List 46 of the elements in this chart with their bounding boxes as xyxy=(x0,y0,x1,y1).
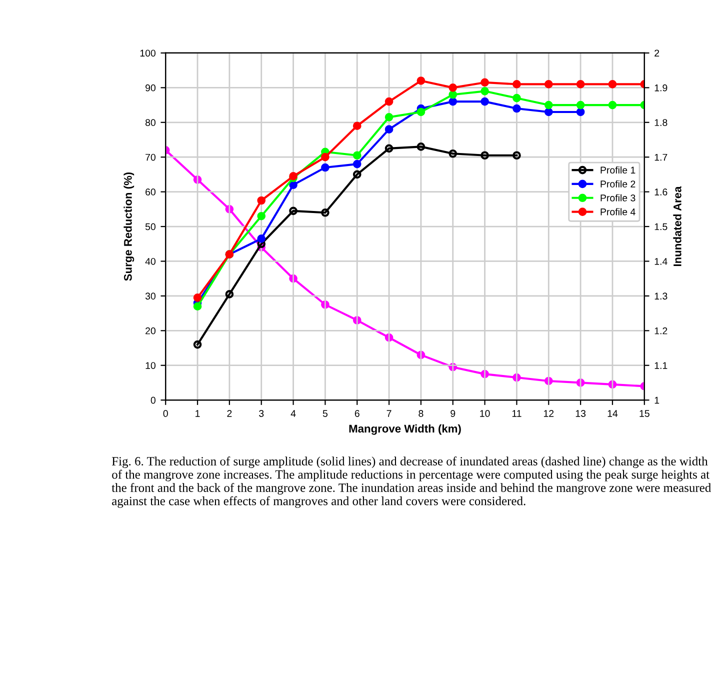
x-tick-label: 10 xyxy=(480,410,490,417)
y-tick-label: 90 xyxy=(146,84,156,92)
y-tick-label: 0 xyxy=(150,396,156,404)
x-tick-label: 15 xyxy=(640,410,650,417)
x-axis-title: Mangrove Width (km) xyxy=(349,424,461,435)
y2-axis-title: Inundated Area xyxy=(673,186,682,266)
y2-tick-label: 1 xyxy=(654,396,660,404)
y2-tick-label: 2 xyxy=(654,50,660,56)
y2-tick-label: 1.6 xyxy=(654,188,668,196)
x-tick-label: 2 xyxy=(227,410,232,417)
y2-tick-label: 1.8 xyxy=(654,119,668,126)
legend-label: Profile 1 xyxy=(600,166,636,174)
y-axis-title: Surge Reduction (%) xyxy=(124,172,134,281)
y-tick-label: 20 xyxy=(146,327,156,334)
y2-tick-label: 1.3 xyxy=(654,292,668,300)
y2-tick-label: 1.9 xyxy=(654,84,668,92)
y-tick-label: 70 xyxy=(146,154,156,161)
x-tick-label: 3 xyxy=(259,410,264,417)
x-tick-label: 1 xyxy=(196,410,200,417)
x-tick-label: 11 xyxy=(512,410,522,417)
x-tick-label: 7 xyxy=(386,410,392,417)
x-tick-label: 9 xyxy=(450,410,456,417)
y2-tick-label: 1.7 xyxy=(654,154,668,161)
y-tick-label: 30 xyxy=(145,292,156,300)
x-tick-label: 5 xyxy=(322,410,328,417)
legend-label: Profile 2 xyxy=(600,180,636,188)
x-tick-label: 4 xyxy=(290,410,296,417)
x-tick-label: 14 xyxy=(608,410,618,417)
y2-tick-label: 1.5 xyxy=(654,223,668,230)
x-tick-label: 8 xyxy=(418,410,424,417)
y-tick-label: 40 xyxy=(145,258,156,265)
caption: Fig. 6. The reduction of surge amplitude (solid lines) and decrease of inundated areas (dashed line) change as the width of the mangrove zone increases. The amplitude reductions in percentage were computed using the peak surge heights at the front and the back of the mangrove zone. The inundation areas inside and behind the mangrove zone were measured against the case when effects of mangroves and other land covers were considered. xyxy=(112,456,712,508)
y2-tick-label: 1.1 xyxy=(654,362,668,369)
x-tick-label: 6 xyxy=(354,410,360,417)
legend-label: Profile 4 xyxy=(600,208,636,216)
y2-tick-label: 1.2 xyxy=(654,327,668,334)
y-tick-label: 80 xyxy=(145,119,156,126)
x-tick-label: 0 xyxy=(163,410,168,417)
y2-tick-label: 1.4 xyxy=(654,258,668,265)
x-tick-label: 13 xyxy=(576,410,586,417)
y-tick-label: 50 xyxy=(145,223,156,230)
y-tick-label: 100 xyxy=(140,50,156,57)
legend-label: Profile 3 xyxy=(600,194,636,202)
y-tick-label: 10 xyxy=(146,362,156,369)
x-tick-label: 12 xyxy=(544,410,554,417)
y-tick-label: 60 xyxy=(146,188,156,196)
